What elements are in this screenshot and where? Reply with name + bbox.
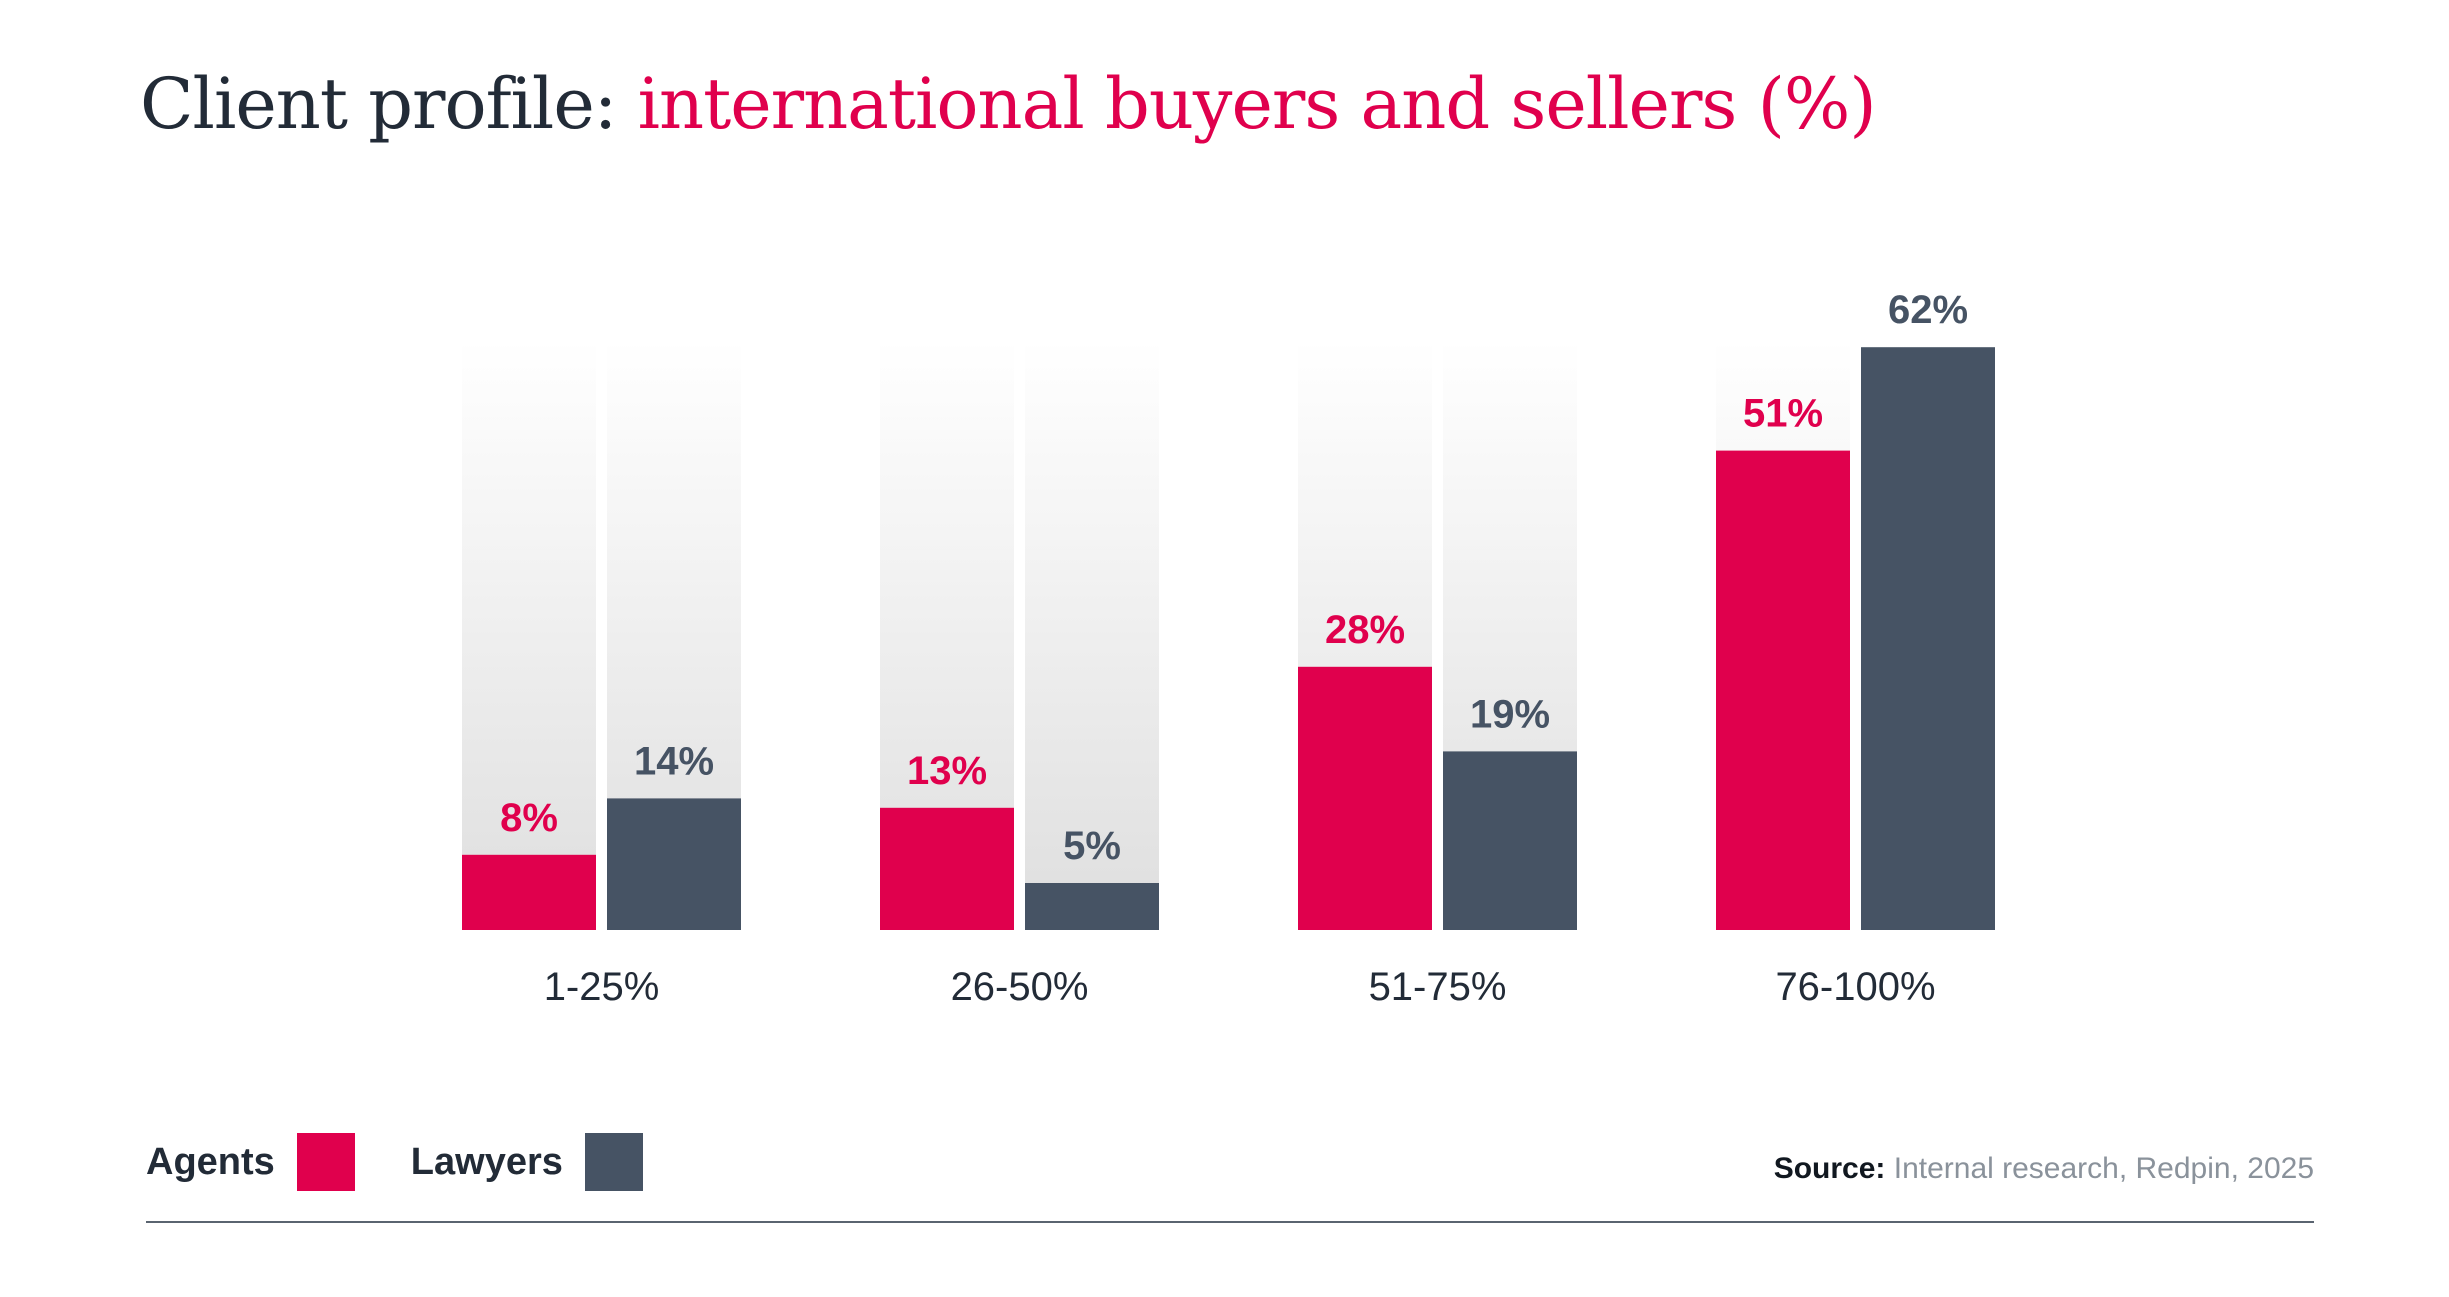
value-label-lawyers-3: 19% [1470, 692, 1550, 736]
legend-label-agents: Agents [146, 1140, 275, 1183]
source-label: Source: [1773, 1152, 1886, 1185]
legend-swatch-lawyers [584, 1133, 643, 1191]
value-label-lawyers-2: 5% [1063, 824, 1121, 868]
chart-title-accent: international buyers and sellers (%) [637, 63, 1877, 145]
value-label-lawyers-4: 62% [1888, 288, 1968, 332]
value-label-lawyers-1: 14% [634, 739, 714, 783]
footer-divider [146, 1221, 2314, 1223]
legend-swatch-agents [296, 1133, 355, 1191]
bar-agents-3 [1298, 666, 1432, 930]
chart-title-lead: Client profile: [140, 63, 638, 145]
legend-item-agents: Agents [146, 1133, 355, 1191]
bar-lawyers-3 [1443, 751, 1577, 930]
source-text: Internal research, Redpin, 2025 [1893, 1152, 2314, 1185]
value-label-agents-2: 13% [907, 749, 987, 793]
category-label-2: 26-50% [951, 965, 1089, 1009]
bar-agents-1 [462, 854, 596, 930]
category-label-1: 1-25% [544, 965, 660, 1009]
chart-title: Client profile: international buyers and… [140, 62, 1877, 146]
category-label-3: 51-75% [1369, 965, 1507, 1009]
legend-item-lawyers: Lawyers [411, 1133, 643, 1191]
bar-lawyers-1 [607, 798, 741, 930]
source-note: Source: Internal research, Redpin, 2025 [1774, 1152, 2314, 1186]
category-labels: 1-25% 26-50% 51-75% 76-100% [544, 965, 1936, 1009]
legend: Agents Lawyers [146, 1133, 699, 1191]
bar-agents-2 [880, 807, 1014, 930]
bars [462, 347, 1995, 930]
bar-track-agents-1 [462, 340, 596, 930]
value-label-agents-3: 28% [1325, 608, 1405, 652]
bar-lawyers-2 [1025, 883, 1159, 930]
value-label-agents-1: 8% [500, 796, 558, 840]
bar-lawyers-4 [1861, 347, 1995, 930]
legend-label-lawyers: Lawyers [410, 1140, 563, 1183]
category-label-4: 76-100% [1775, 965, 1935, 1009]
value-labels: 8% 14% 13% 5% 28% 19% 51% 62% [500, 288, 1968, 868]
bar-agents-4 [1716, 450, 1850, 930]
value-label-agents-4: 51% [1743, 392, 1823, 436]
bar-track-lawyers-2 [1025, 340, 1159, 930]
